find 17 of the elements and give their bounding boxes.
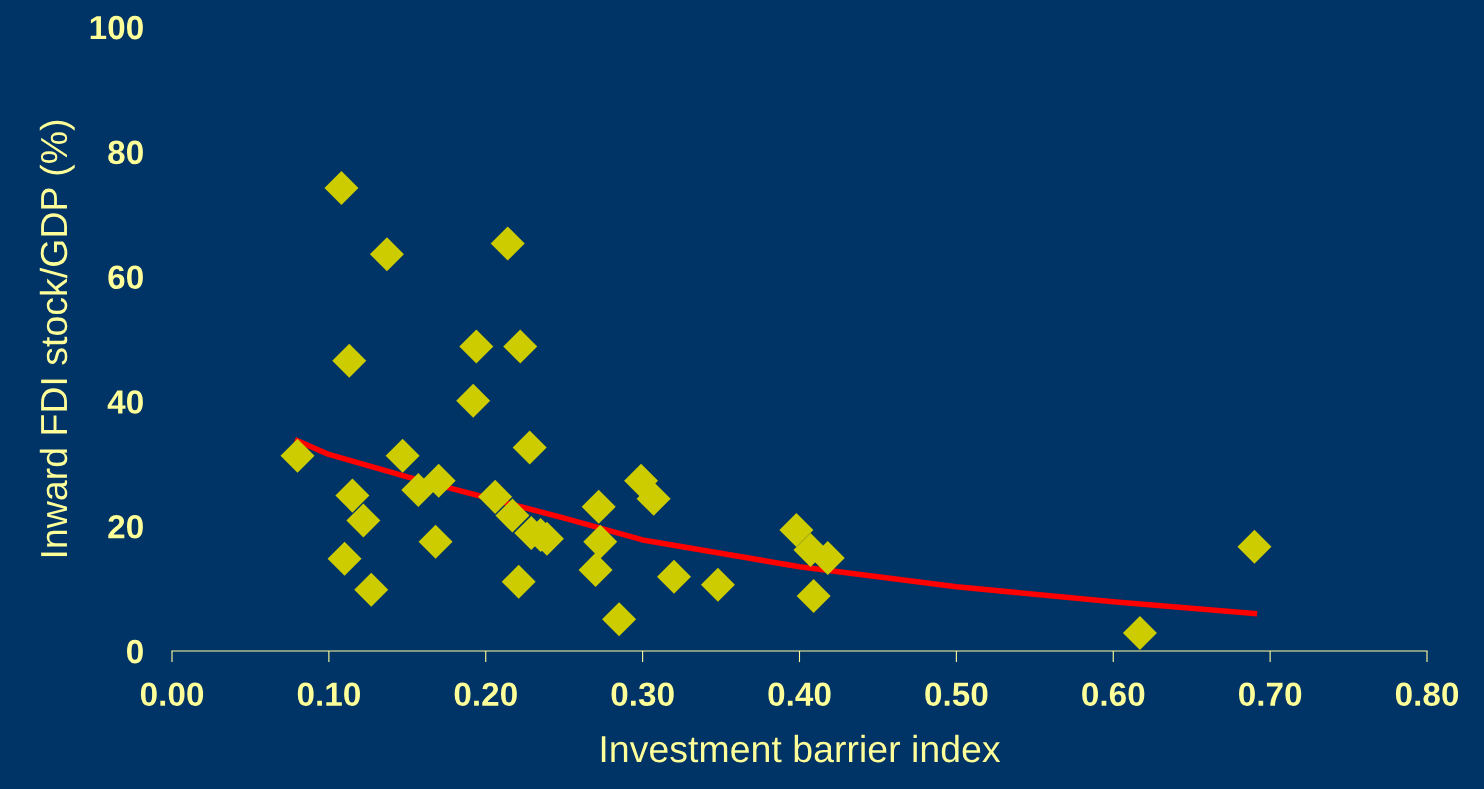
x-tick-label: 0.60 xyxy=(1082,682,1145,707)
y-tick-label: 40 xyxy=(107,390,143,414)
x-tick-label: 0.20 xyxy=(454,682,517,707)
y-tick-label: 80 xyxy=(108,140,143,165)
y-tick-label: 20 xyxy=(108,515,143,539)
x-tick-label: 0.70 xyxy=(1239,682,1302,707)
x-tick-label: 0.80 xyxy=(1395,682,1459,707)
y-tick-label: 0 xyxy=(127,639,143,664)
x-tick-label: 0.30 xyxy=(611,682,674,707)
x-axis-title: Investment barrier index xyxy=(601,734,1001,763)
y-tick-label: 60 xyxy=(108,265,143,290)
x-tick-label: 0.40 xyxy=(768,682,831,707)
x-tick-label: 0.50 xyxy=(925,682,988,707)
x-tick-label: 0.10 xyxy=(297,682,360,707)
y-axis-title: Inward FDI stock/GDP (%) xyxy=(39,120,75,557)
x-tick-label: 0.00 xyxy=(140,682,204,707)
y-tick-label: 100 xyxy=(90,15,143,40)
